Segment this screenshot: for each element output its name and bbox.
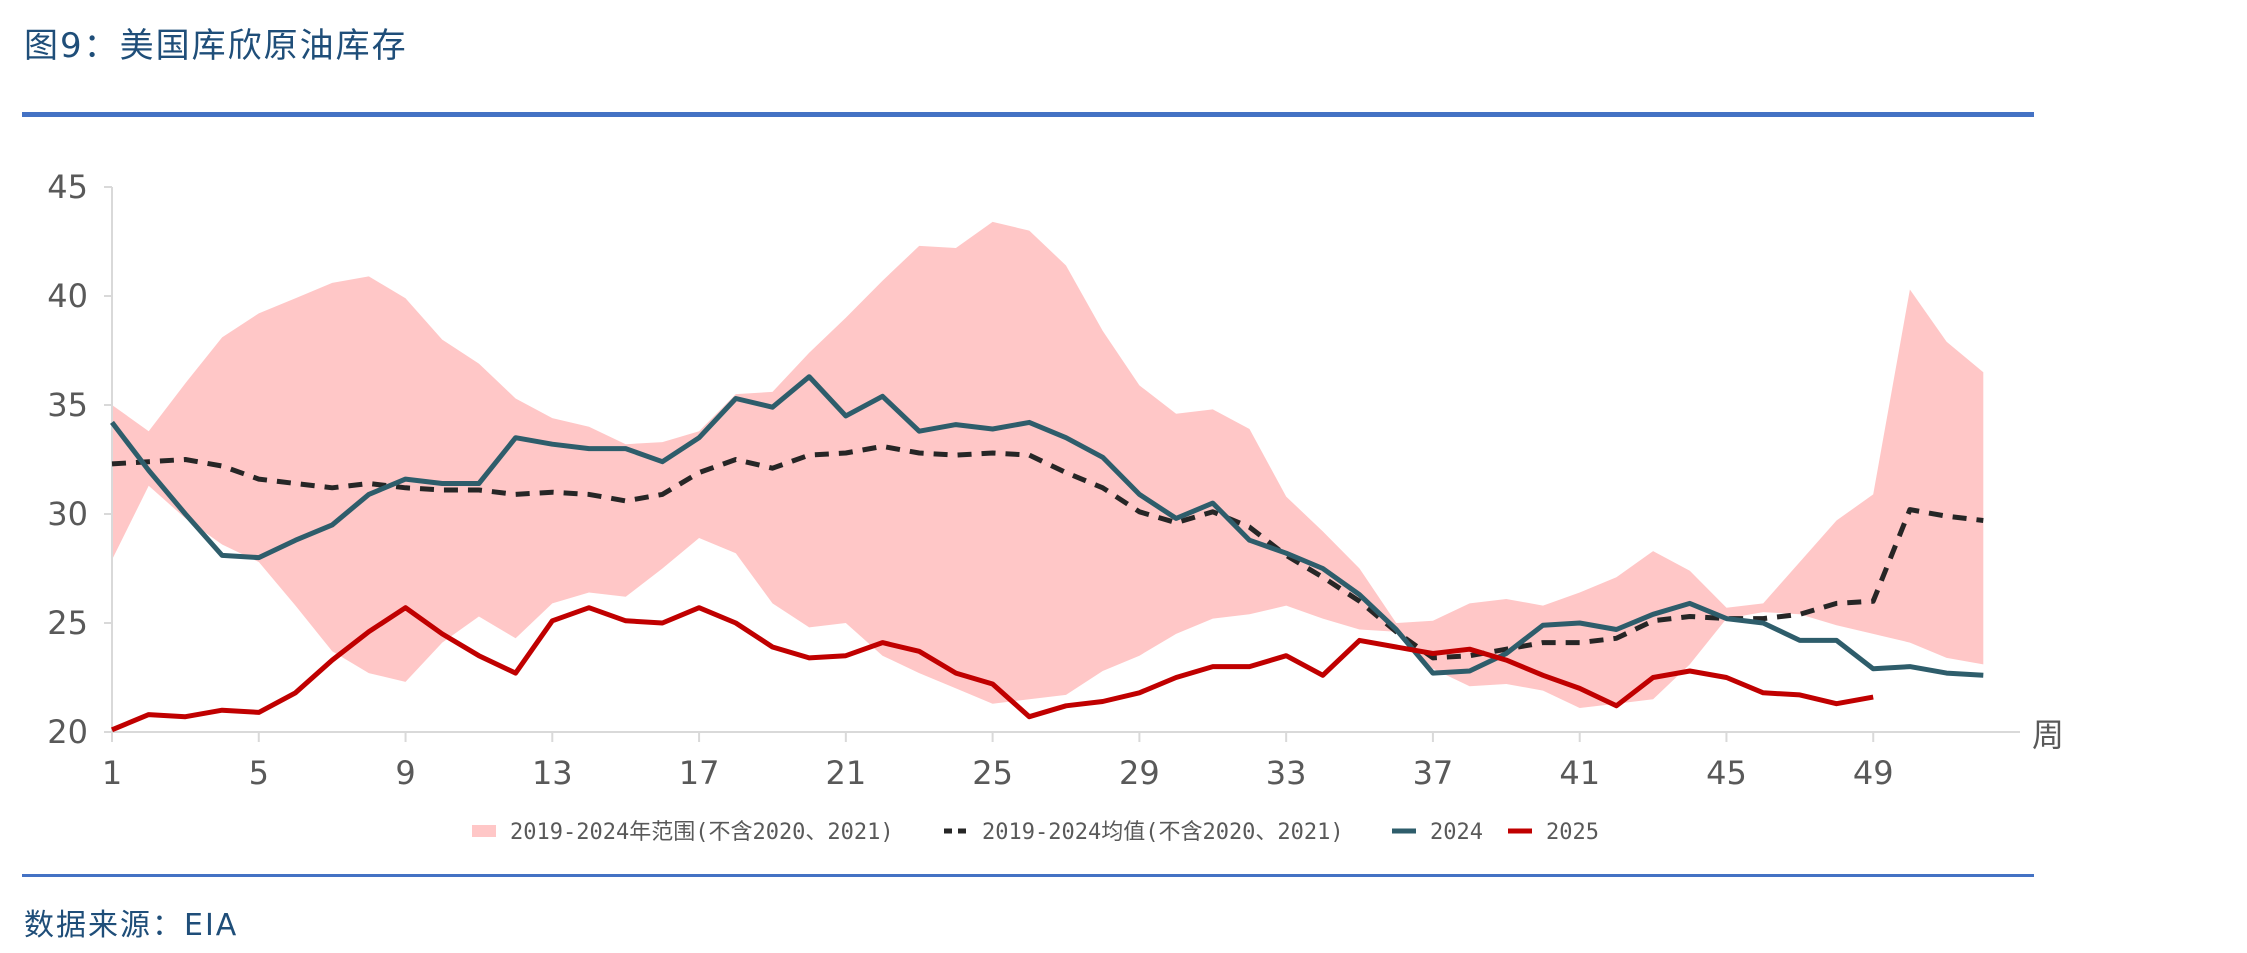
legend: 2019-2024年范围(不含2020、2021) 2019-2024均值(不含2…: [472, 820, 1599, 845]
x-tick-label: 45: [1706, 754, 1747, 792]
series-line-2024: [110, 374, 1984, 678]
x-tick-label: 49: [1853, 754, 1894, 792]
range-band-2019-2024: [112, 221, 1984, 708]
x-tick-label: 9: [395, 754, 415, 792]
legend-label: 2024: [1430, 820, 1483, 845]
legend-label: 2025: [1546, 820, 1599, 845]
legend-label: 2019-2024年范围(不含2020、2021): [510, 820, 894, 845]
y-tick-label: 35: [47, 386, 88, 424]
series-layer: [110, 374, 1984, 733]
y-tick-label: 20: [47, 713, 88, 751]
series-line-mean: [111, 443, 1984, 661]
x-tick-label: 13: [532, 754, 573, 792]
x-tick-label: 37: [1413, 754, 1454, 792]
axes-layer: 20 25 30 35 40 45 1 5 9 13 17 21 25 29 33 37 41 45 49 周: [47, 168, 2064, 792]
x-tick-label: 21: [825, 754, 866, 792]
y-tick-label: 30: [47, 495, 88, 533]
legend-item-2024: 2024: [1392, 820, 1483, 845]
legend-swatch: [472, 825, 496, 837]
legend-item-mean: 2019-2024均值(不含2020、2021): [944, 820, 1344, 845]
source-note: 数据来源：EIA: [24, 908, 239, 943]
x-tick-label: 5: [249, 754, 269, 792]
y-tick-label: 25: [47, 604, 88, 642]
x-tick-label: 1: [102, 754, 122, 792]
legend-item-2025: 2025: [1508, 820, 1599, 845]
range-band-layer: [112, 221, 1984, 708]
top-divider: [22, 112, 2034, 117]
legend-label: 2019-2024均值(不含2020、2021): [982, 820, 1344, 845]
x-tick-label: 17: [679, 754, 720, 792]
legend-item-range: 2019-2024年范围(不含2020、2021): [472, 820, 894, 845]
series-line-2025: [111, 605, 1874, 733]
x-tick-label: 33: [1266, 754, 1307, 792]
x-tick-label: 41: [1559, 754, 1600, 792]
bottom-divider: [22, 874, 2034, 877]
y-tick-label: 45: [47, 168, 88, 206]
x-axis-unit-label: 周: [2032, 716, 2064, 754]
x-tick-label: 25: [972, 754, 1013, 792]
chart-title: 图9：美国库欣原油库存: [24, 26, 408, 66]
x-tick-label: 29: [1119, 754, 1160, 792]
y-tick-label: 40: [47, 277, 88, 315]
